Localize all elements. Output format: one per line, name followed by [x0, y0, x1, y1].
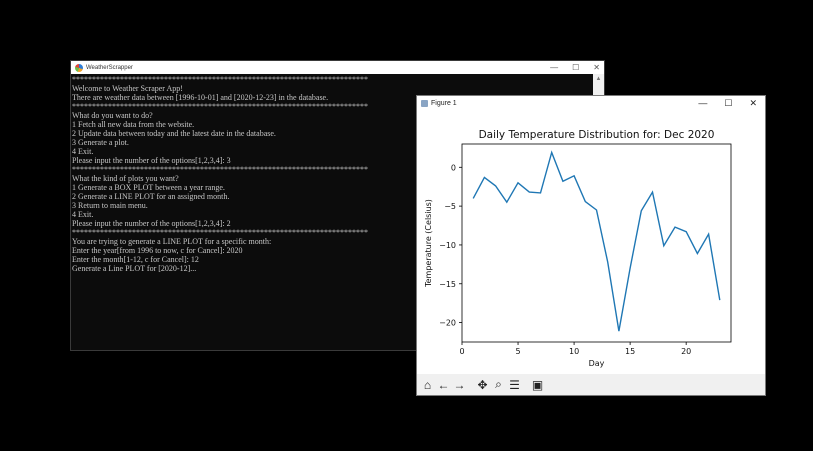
- home-icon[interactable]: ⌂: [423, 377, 432, 392]
- console-line: You are trying to generate a LINE PLOT f…: [72, 237, 272, 246]
- console-line: Welcome to Weather Scraper App!: [72, 84, 183, 93]
- figure-app-icon: [421, 99, 428, 107]
- console-line: ****************************************…: [72, 228, 368, 237]
- figure-window: Figure 1 — ☐ ✕ Daily Temperature Distrib…: [416, 95, 766, 396]
- console-line: ****************************************…: [72, 75, 368, 84]
- console-line: 3 Return to main menu.: [72, 201, 148, 210]
- console-line: What the kind of plots you want?: [72, 174, 179, 183]
- x-tick-label: 20: [681, 347, 691, 356]
- x-tick-label: 5: [515, 347, 520, 356]
- minimize-button[interactable]: —: [550, 63, 559, 72]
- x-tick-label: 15: [625, 347, 635, 356]
- y-tick-label: −5: [444, 202, 456, 211]
- back-arrow-icon[interactable]: ←: [437, 377, 450, 392]
- y-tick-label: −10: [439, 241, 456, 250]
- console-line: Please input the number of the options[1…: [72, 219, 231, 228]
- console-line: What do you want to do?: [72, 111, 153, 120]
- console-line: 1 Fetch all new data from the website.: [72, 120, 195, 129]
- x-tick-label: 0: [459, 347, 464, 356]
- y-tick-label: −20: [439, 319, 456, 328]
- forward-arrow-icon[interactable]: →: [453, 377, 466, 392]
- console-line: 4 Exit.: [72, 210, 94, 219]
- console-line: Enter the month[1-12, c for Cancel]: 12: [72, 255, 199, 264]
- console-line: 4 Exit.: [72, 147, 94, 156]
- zoom-icon[interactable]: ⌕: [495, 377, 502, 391]
- console-titlebar[interactable]: WeatherScrapper — ☐ ✕: [71, 61, 604, 74]
- console-line: ****************************************…: [72, 102, 368, 111]
- plot-area: [461, 143, 732, 343]
- save-icon[interactable]: ▣: [531, 377, 544, 392]
- console-line: 1 Generate a BOX PLOT between a year ran…: [72, 183, 225, 192]
- console-line: Enter the year[from 1996 to now, c for C…: [72, 246, 243, 255]
- console-line: Please input the number of the options[1…: [72, 156, 231, 165]
- temperature-series-line: [472, 150, 721, 332]
- console-line: ****************************************…: [72, 165, 368, 174]
- y-tick-label: −15: [439, 280, 456, 289]
- pan-icon[interactable]: ✥: [477, 377, 488, 392]
- x-tick-label: 10: [569, 347, 579, 356]
- figure-close-button[interactable]: ✕: [749, 97, 757, 108]
- app-logo-icon: [75, 63, 83, 72]
- console-line: There are weather data between [1996-10-…: [72, 93, 329, 102]
- maximize-button[interactable]: ☐: [572, 63, 580, 72]
- figure-toolbar: ⌂ ← → ✥ ⌕ ☰ ▣: [417, 374, 765, 395]
- figure-minimize-button[interactable]: —: [698, 98, 708, 108]
- line-chart[interactable]: Daily Temperature Distribution for: Dec …: [417, 110, 765, 374]
- figure-title: Figure 1: [431, 99, 457, 107]
- console-line: 2 Update data between today and the late…: [72, 129, 276, 138]
- console-output[interactable]: ****************************************…: [72, 75, 592, 350]
- console-line: 3 Generate a plot.: [72, 138, 129, 147]
- console-line: Generate a Line PLOT for [2020-12]...: [72, 264, 197, 273]
- figure-titlebar[interactable]: Figure 1 — ☐ ✕: [417, 96, 765, 110]
- close-button[interactable]: ✕: [593, 63, 600, 72]
- console-line: 2 Generate a LINE PLOT for an assigned m…: [72, 192, 230, 201]
- y-axis-label: Temperature (Celsius): [424, 199, 433, 288]
- chart-title: Daily Temperature Distribution for: Dec …: [479, 129, 715, 141]
- scroll-up-arrow-icon[interactable]: ▲: [595, 76, 602, 82]
- x-axis-label: Day: [589, 359, 605, 368]
- y-tick-label: 0: [451, 163, 456, 172]
- console-title: WeatherScrapper: [86, 64, 133, 71]
- figure-maximize-button[interactable]: ☐: [724, 97, 733, 108]
- configure-subplots-icon[interactable]: ☰: [509, 377, 520, 392]
